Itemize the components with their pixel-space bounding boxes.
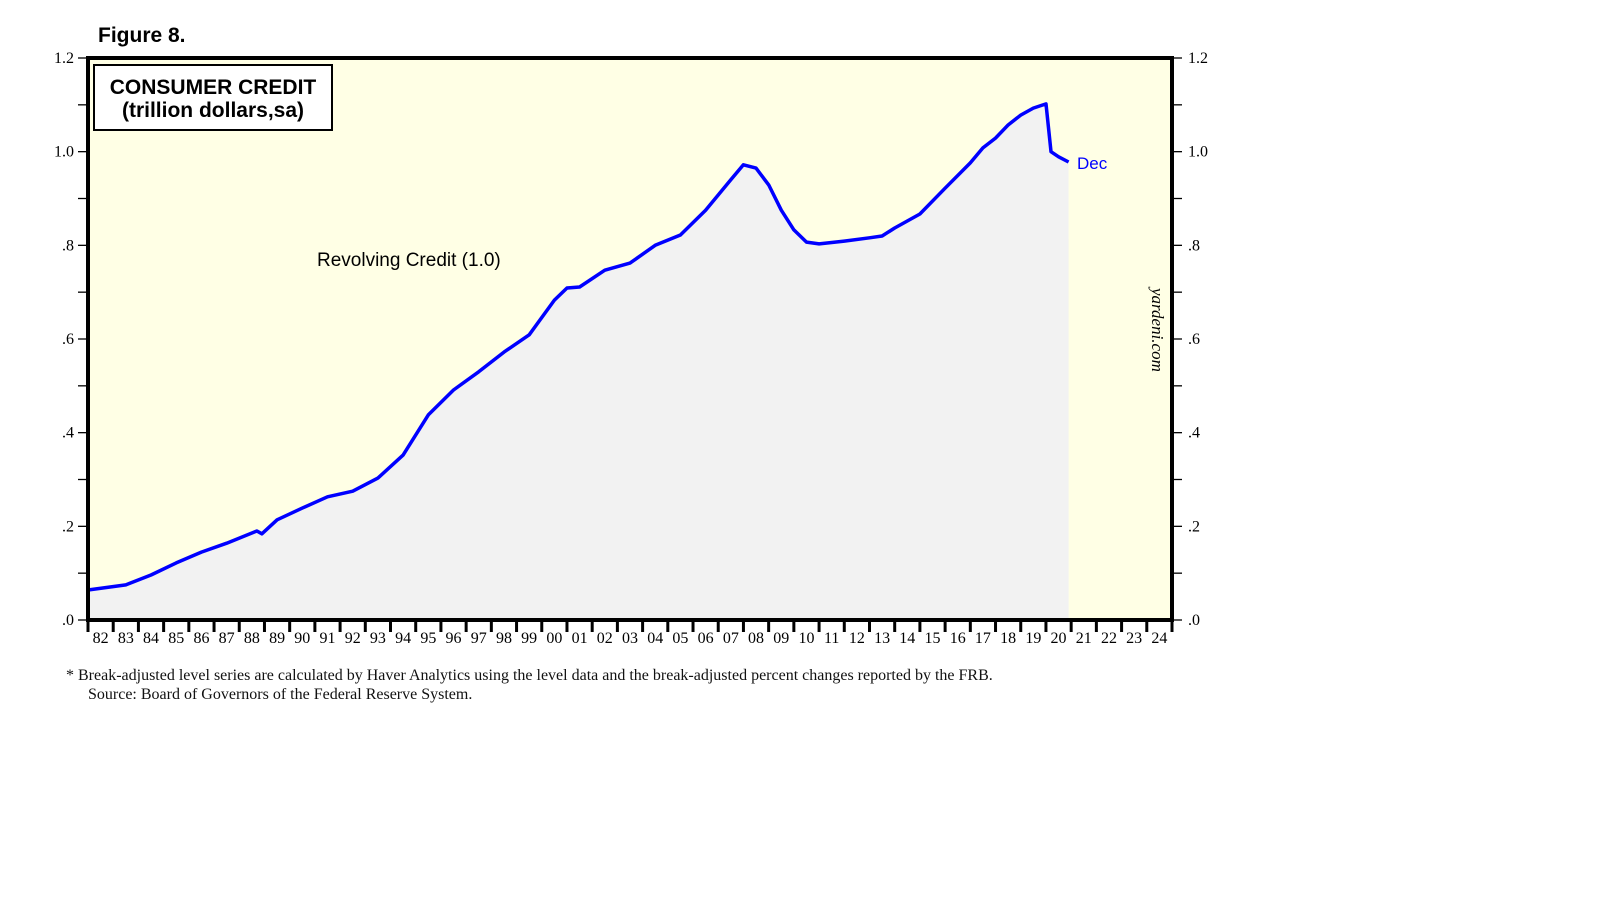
chart-title: CONSUMER CREDIT	[110, 76, 317, 99]
x-tick-label: 12	[849, 630, 865, 647]
y-tick-label-right: .6	[1188, 331, 1200, 348]
x-tick-label: 11	[824, 630, 839, 647]
end-label: Dec	[1077, 154, 1108, 173]
x-tick-label: 93	[370, 630, 386, 647]
y-tick-label-right: .4	[1188, 425, 1200, 442]
y-tick-label-left: .4	[62, 425, 74, 442]
x-tick-label: 20	[1051, 630, 1067, 647]
footnote: * Break-adjusted level series are calcul…	[66, 667, 993, 684]
y-tick-label-right: .8	[1188, 237, 1200, 254]
x-tick-label: 96	[446, 630, 462, 647]
x-tick-label: 87	[219, 630, 235, 647]
x-tick-label: 21	[1076, 630, 1092, 647]
series-area	[88, 103, 1069, 620]
y-tick-label-right: 1.0	[1188, 144, 1208, 161]
x-tick-label: 08	[748, 630, 764, 647]
y-tick-label-right: .0	[1188, 612, 1200, 629]
y-tick-label-right: 1.2	[1188, 50, 1208, 67]
x-tick-label: 23	[1126, 630, 1142, 647]
y-tick-label-right: .2	[1188, 518, 1200, 535]
x-tick-label: 07	[723, 630, 739, 647]
series-line	[87, 102, 1070, 592]
x-tick-label: 83	[118, 630, 134, 647]
x-tick-label: 19	[1025, 630, 1041, 647]
x-tick-label: 98	[496, 630, 512, 647]
x-tick-label: 92	[345, 630, 361, 647]
x-tick-label: 17	[975, 630, 991, 647]
x-tick-label: 22	[1101, 630, 1117, 647]
x-tick-label: 91	[319, 630, 335, 647]
y-tick-label-left: .8	[62, 237, 74, 254]
x-tick-label: 13	[874, 630, 890, 647]
x-tick-label: 82	[93, 630, 109, 647]
y-tick-label-left: 1.0	[54, 144, 74, 161]
x-tick-label: 84	[143, 630, 159, 647]
title-box	[93, 64, 333, 131]
x-tick-label: 97	[471, 630, 487, 647]
x-tick-label: 10	[798, 630, 814, 647]
y-tick-label-left: .0	[62, 612, 74, 629]
figure-label: Figure 8.	[98, 24, 186, 47]
x-tick-label: 00	[546, 630, 562, 647]
x-tick-label: 15	[925, 630, 941, 647]
x-tick-label: 18	[1000, 630, 1016, 647]
y-tick-label-left: .6	[62, 331, 74, 348]
source-note: Source: Board of Governors of the Federa…	[88, 686, 473, 703]
x-tick-label: 03	[622, 630, 638, 647]
x-tick-label: 99	[521, 630, 537, 647]
x-tick-label: 86	[193, 630, 209, 647]
x-tick-label: 04	[647, 630, 663, 647]
x-tick-label: 16	[950, 630, 966, 647]
x-tick-label: 02	[597, 630, 613, 647]
x-tick-label: 94	[395, 630, 411, 647]
x-tick-label: 01	[572, 630, 588, 647]
x-tick-label: 88	[244, 630, 260, 647]
y-tick-label-left: 1.2	[54, 50, 74, 67]
series-label: Revolving Credit (1.0)	[317, 250, 501, 271]
x-tick-label: 06	[698, 630, 714, 647]
x-tick-label: 90	[294, 630, 310, 647]
x-tick-label: 14	[899, 630, 915, 647]
chart-subtitle: (trillion dollars,sa)	[122, 99, 304, 122]
x-tick-label: 05	[672, 630, 688, 647]
x-tick-label: 09	[773, 630, 789, 647]
x-tick-label: 95	[420, 630, 436, 647]
y-tick-label-left: .2	[62, 518, 74, 535]
x-tick-label: 85	[168, 630, 184, 647]
x-tick-label: 89	[269, 630, 285, 647]
x-tick-label: 24	[1151, 630, 1167, 647]
watermark: yardeni.com	[1148, 286, 1167, 372]
